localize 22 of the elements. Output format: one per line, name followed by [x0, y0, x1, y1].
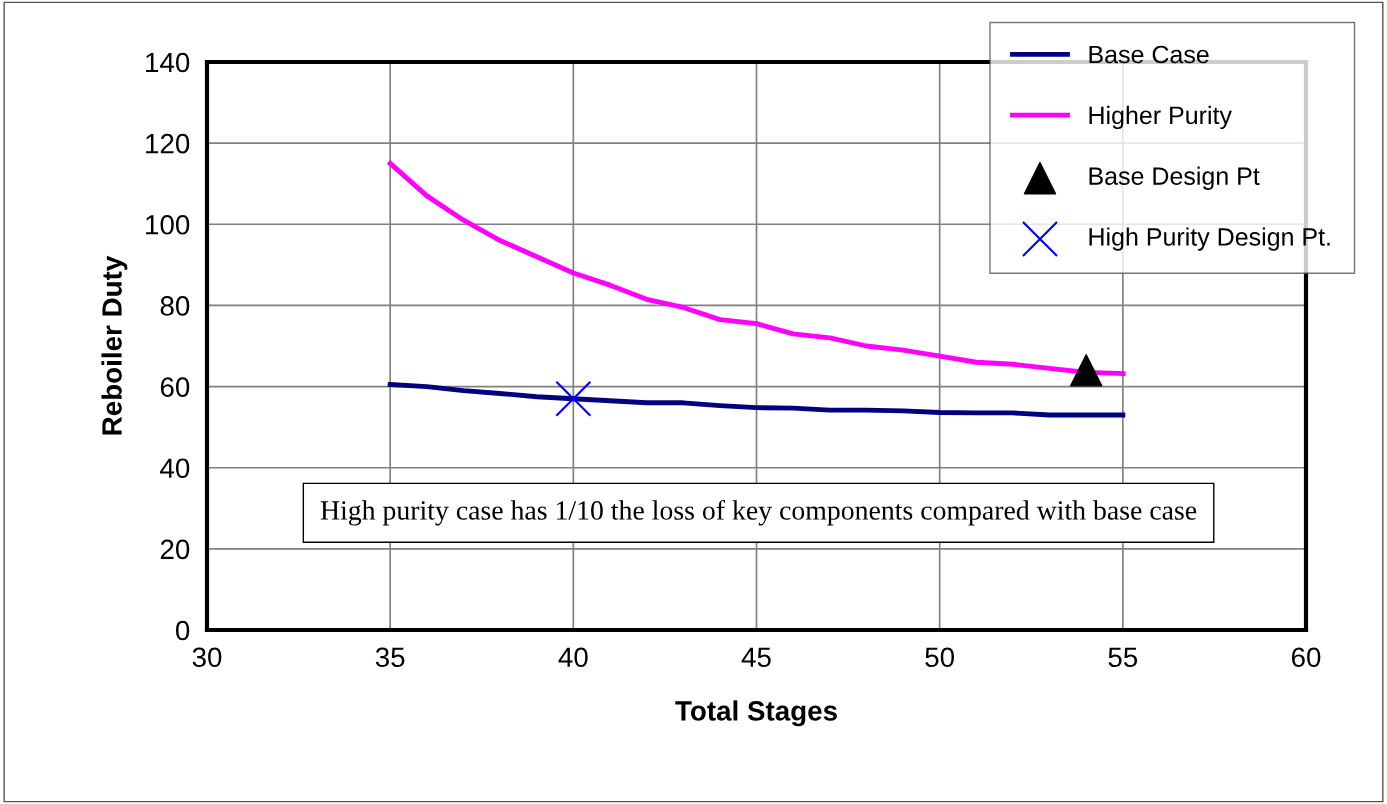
y-tick-label: 20	[160, 539, 190, 560]
y-tick-label: 0	[175, 620, 190, 641]
y-tick-label: 120	[146, 133, 190, 154]
x-tick-label: 30	[192, 647, 222, 668]
x-tick-label: 55	[1108, 647, 1138, 668]
x-tick-label: 45	[741, 647, 771, 668]
y-tick-label: 100	[146, 214, 190, 235]
x-tick-label: 40	[558, 647, 588, 668]
y-tick-label: 40	[160, 458, 190, 479]
legend-label: High Purity Design Pt.	[1089, 227, 1330, 251]
y-axis-title: Reboiler Duty	[101, 255, 128, 435]
x-tick-label: 35	[375, 647, 405, 668]
legend-label: Base Design Pt	[1089, 166, 1260, 190]
x-tick-label: 50	[925, 647, 955, 668]
legend-label: Base Case	[1089, 45, 1209, 64]
y-tick-label: 140	[146, 52, 190, 73]
y-tick-label: 80	[160, 296, 190, 316]
legend-label: Higher Purity	[1089, 105, 1232, 130]
x-axis-title: Total Stages	[675, 700, 837, 727]
annotation: High purity case has 1/10 the loss of key components compared with base case	[320, 500, 1197, 526]
y-tick-label: 60	[160, 377, 190, 397]
x-tick-label: 60	[1291, 647, 1321, 668]
